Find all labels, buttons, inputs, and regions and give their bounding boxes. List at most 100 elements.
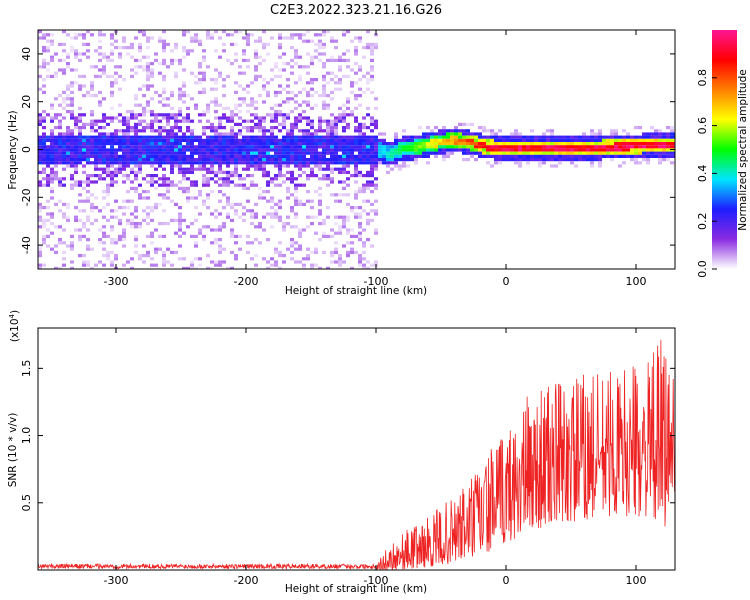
heatmap-cell xyxy=(66,132,70,136)
heatmap-cell xyxy=(390,158,394,162)
heatmap-cell xyxy=(78,180,82,184)
heatmap-cell xyxy=(338,78,342,82)
heatmap-cell xyxy=(142,218,146,222)
heatmap-cell xyxy=(182,135,186,139)
heatmap-cell xyxy=(86,260,90,264)
heatmap-cell xyxy=(350,206,354,210)
heatmap-cell xyxy=(270,126,274,130)
heatmap-cell xyxy=(278,218,282,222)
heatmap-cell xyxy=(406,138,410,142)
heatmap-cell xyxy=(670,138,674,142)
heatmap-cell xyxy=(90,135,94,139)
heatmap-cell xyxy=(606,151,610,155)
heatmap-cell xyxy=(166,65,170,69)
heatmap-cell xyxy=(474,148,478,152)
heatmap-cell xyxy=(286,132,290,136)
heatmap-cell xyxy=(406,145,410,149)
heatmap-cell xyxy=(162,113,166,117)
heatmap-cell xyxy=(162,97,166,101)
heatmap-cell xyxy=(134,170,138,174)
heatmap-cell xyxy=(334,148,338,152)
heatmap-cell xyxy=(138,196,142,200)
heatmap-cell xyxy=(90,110,94,114)
heatmap-cell xyxy=(434,126,438,130)
heatmap-cell xyxy=(598,145,602,149)
heatmap-cell xyxy=(174,183,178,187)
heatmap-cell xyxy=(222,116,226,120)
heatmap-cell xyxy=(346,193,350,197)
heatmap-cell xyxy=(530,138,534,142)
heatmap-cell xyxy=(94,263,98,267)
snr-x-tick-label: -200 xyxy=(234,574,259,587)
heatmap-cell xyxy=(294,135,298,139)
heatmap-cell xyxy=(102,97,106,101)
heatmap-cell xyxy=(362,190,366,194)
heatmap-cell xyxy=(618,154,622,158)
heatmap-cell xyxy=(98,58,102,62)
heatmap-cell xyxy=(310,142,314,146)
heatmap-cell xyxy=(546,151,550,155)
heatmap-cell xyxy=(258,119,262,123)
heatmap-cell xyxy=(390,148,394,152)
heatmap-cell xyxy=(502,135,506,139)
heatmap-cell xyxy=(242,36,246,40)
heatmap-cell xyxy=(374,212,378,216)
heatmap-cell xyxy=(206,135,210,139)
heatmap-cell xyxy=(346,122,350,126)
heatmap-cell xyxy=(274,148,278,152)
heatmap-cell xyxy=(282,260,286,264)
heatmap-cell xyxy=(602,142,606,146)
heatmap-cell xyxy=(166,190,170,194)
heatmap-cell xyxy=(170,218,174,222)
heatmap-cell xyxy=(46,174,50,178)
heatmap-cell xyxy=(354,148,358,152)
heatmap-cell xyxy=(366,199,370,203)
heatmap-cell xyxy=(366,158,370,162)
heatmap-cell xyxy=(90,87,94,91)
heatmap-cell xyxy=(334,87,338,91)
heatmap-cell xyxy=(242,158,246,162)
heatmap-cell xyxy=(110,215,114,219)
heatmap-cell xyxy=(134,145,138,149)
heatmap-cell xyxy=(202,199,206,203)
snr-x-tick-label: -100 xyxy=(364,574,389,587)
heatmap-cell xyxy=(254,100,258,104)
heatmap-cell xyxy=(246,250,250,254)
heatmap-cell xyxy=(406,164,410,168)
heatmap-cell xyxy=(174,46,178,50)
heatmap-cell xyxy=(454,138,458,142)
heatmap-cell xyxy=(382,151,386,155)
heatmap-cell xyxy=(646,151,650,155)
heatmap-cell xyxy=(50,42,54,46)
heatmap-cell xyxy=(450,132,454,136)
heatmap-cell xyxy=(190,180,194,184)
heatmap-cell xyxy=(646,142,650,146)
heatmap-cell xyxy=(514,142,518,146)
heatmap-cell xyxy=(358,36,362,40)
heatmap-cell xyxy=(138,257,142,261)
heatmap-cell xyxy=(242,87,246,91)
heatmap-cell xyxy=(342,126,346,130)
heatmap-cell xyxy=(590,135,594,139)
heatmap-cell xyxy=(486,148,490,152)
heatmap-cell xyxy=(350,161,354,165)
heatmap-cell xyxy=(298,65,302,69)
heatmap-cell xyxy=(78,218,82,222)
heatmap-cell xyxy=(94,196,98,200)
heatmap-cell xyxy=(114,241,118,245)
heatmap-cell xyxy=(190,196,194,200)
heatmap-cell xyxy=(114,167,118,171)
heatmap-cell xyxy=(558,154,562,158)
heatmap-cell xyxy=(130,129,134,133)
heatmap-cell xyxy=(146,234,150,238)
heatmap-cell xyxy=(362,183,366,187)
heatmap-cell xyxy=(110,145,114,149)
heatmap-cell xyxy=(506,138,510,142)
heatmap-cell xyxy=(526,161,530,165)
heatmap-cell xyxy=(590,154,594,158)
heatmap-cell xyxy=(194,151,198,155)
heatmap-cell xyxy=(286,84,290,88)
heatmap-cell xyxy=(326,151,330,155)
heatmap-cell xyxy=(74,142,78,146)
heatmap-cell xyxy=(90,151,94,155)
